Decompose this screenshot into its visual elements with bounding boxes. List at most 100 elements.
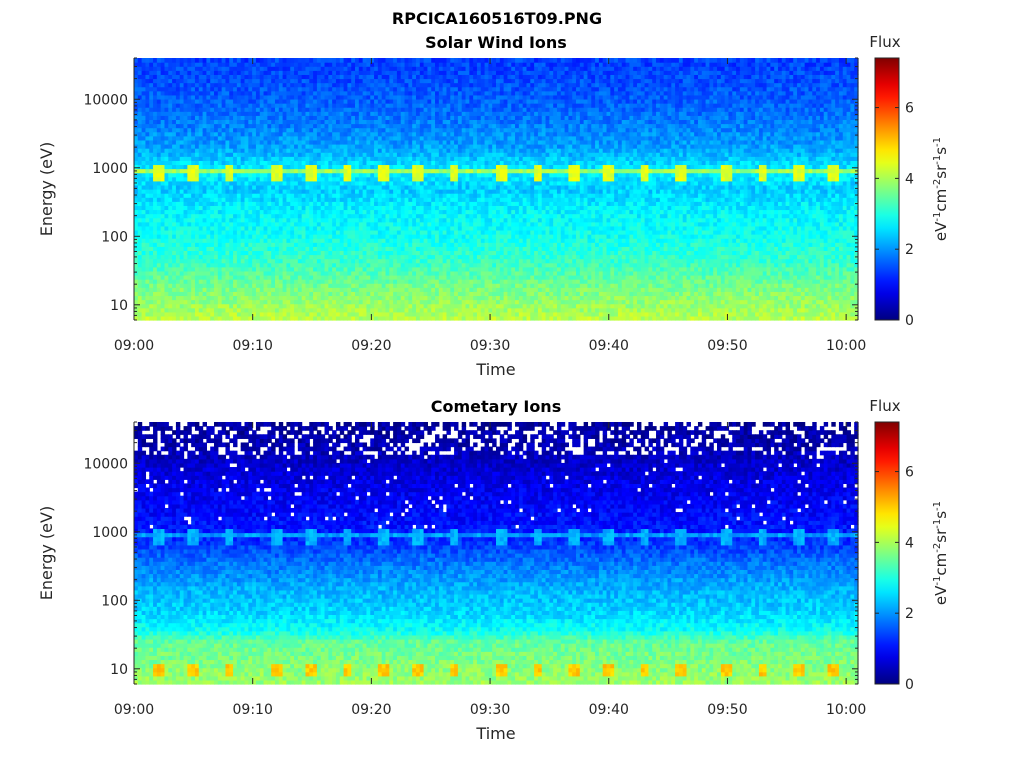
heatmap-cell (576, 255, 580, 260)
heatmap-cell (275, 283, 279, 288)
heatmap-cell (725, 300, 729, 305)
heatmap-cell (706, 279, 710, 284)
heatmap-cell (549, 291, 553, 296)
heatmap-cell (164, 263, 168, 268)
heatmap-cell (637, 218, 641, 223)
heatmap-cell (279, 226, 283, 231)
heatmap-cell (462, 226, 466, 231)
heatmap-cell (587, 246, 591, 251)
heatmap-cell (214, 250, 218, 255)
heatmap-cell (614, 267, 618, 272)
heatmap-cell (382, 267, 386, 272)
heatmap-cell (374, 275, 378, 280)
heatmap-cell (667, 255, 671, 260)
heatmap-cell (187, 304, 191, 309)
heatmap-cell (325, 226, 329, 231)
heatmap-cell (713, 218, 717, 223)
heatmap-cell (671, 291, 675, 296)
heatmap-cell (267, 267, 271, 272)
heatmap-cell (317, 275, 321, 280)
heatmap-cell (435, 250, 439, 255)
heatmap-cell (210, 214, 214, 219)
heatmap-cell (618, 238, 622, 243)
heatmap-cell (481, 279, 485, 284)
heatmap-cell (184, 255, 188, 260)
heatmap-cell (359, 312, 363, 317)
heatmap-cell (751, 312, 755, 317)
heatmap-cell (553, 255, 557, 260)
heatmap-cell (595, 230, 599, 235)
heatmap-cell (648, 222, 652, 227)
heatmap-cell (351, 312, 355, 317)
heatmap-cell (587, 255, 591, 260)
heatmap-cell (233, 222, 237, 227)
heatmap-cell (275, 238, 279, 243)
heatmap-cell (797, 316, 801, 321)
heatmap-cell (572, 246, 576, 251)
heatmap-cell (321, 226, 325, 231)
heatmap-cell (553, 300, 557, 305)
heatmap-cell (462, 246, 466, 251)
heatmap-cell (599, 246, 603, 251)
heatmap-cell (595, 218, 599, 223)
heatmap-cell (168, 304, 172, 309)
heatmap-cell (557, 246, 561, 251)
heatmap-cell (405, 316, 409, 321)
heatmap-cell (477, 222, 481, 227)
heatmap-cell (355, 218, 359, 223)
heatmap-cell (736, 287, 740, 292)
heatmap-cell (199, 283, 203, 288)
heatmap-cell (298, 283, 302, 288)
heatmap-cell (195, 275, 199, 280)
heatmap-cell (229, 214, 233, 219)
heatmap-cell (366, 230, 370, 235)
heatmap-cell (633, 255, 637, 260)
heatmap-cell (344, 279, 348, 284)
heatmap-cell (679, 222, 683, 227)
heatmap-cell (302, 283, 306, 288)
heatmap-cell (366, 259, 370, 264)
heatmap-cell (435, 255, 439, 260)
heatmap-cell (687, 267, 691, 272)
heatmap-cell (542, 255, 546, 260)
heatmap-cell (515, 234, 519, 239)
heatmap-cell (713, 214, 717, 219)
heatmap-cell (370, 267, 374, 272)
heatmap-cell (176, 259, 180, 264)
heatmap-cell (431, 300, 435, 305)
heatmap-cell (439, 304, 443, 309)
heatmap-cell (328, 275, 332, 280)
heatmap-cell (839, 275, 843, 280)
heatmap-cell (283, 226, 287, 231)
heatmap-cell (488, 275, 492, 280)
heatmap-cell (652, 255, 656, 260)
heatmap-cell (740, 250, 744, 255)
heatmap-cell (637, 271, 641, 276)
heatmap-cell (770, 234, 774, 239)
heatmap-cell (443, 218, 447, 223)
heatmap-cell (222, 218, 226, 223)
heatmap-cell (149, 250, 153, 255)
heatmap-cell (747, 214, 751, 219)
heatmap-cell (241, 271, 245, 276)
heatmap-cell (717, 267, 721, 272)
heatmap-cell (355, 230, 359, 235)
heatmap-cell (797, 214, 801, 219)
heatmap-cell (702, 259, 706, 264)
heatmap-cell (751, 259, 755, 264)
heatmap-cell (755, 263, 759, 268)
heatmap-cell (786, 279, 790, 284)
heatmap-cell (519, 304, 523, 309)
heatmap-cell (755, 250, 759, 255)
heatmap-cell (622, 304, 626, 309)
heatmap-cell (405, 267, 409, 272)
heatmap-cell (340, 226, 344, 231)
heatmap-cell (706, 218, 710, 223)
heatmap-cell (294, 222, 298, 227)
heatmap-cell (610, 304, 614, 309)
heatmap-cell (629, 279, 633, 284)
heatmap-cell (412, 230, 416, 235)
heatmap-cell (321, 267, 325, 272)
heatmap-cell (431, 295, 435, 300)
heatmap-cell (222, 279, 226, 284)
